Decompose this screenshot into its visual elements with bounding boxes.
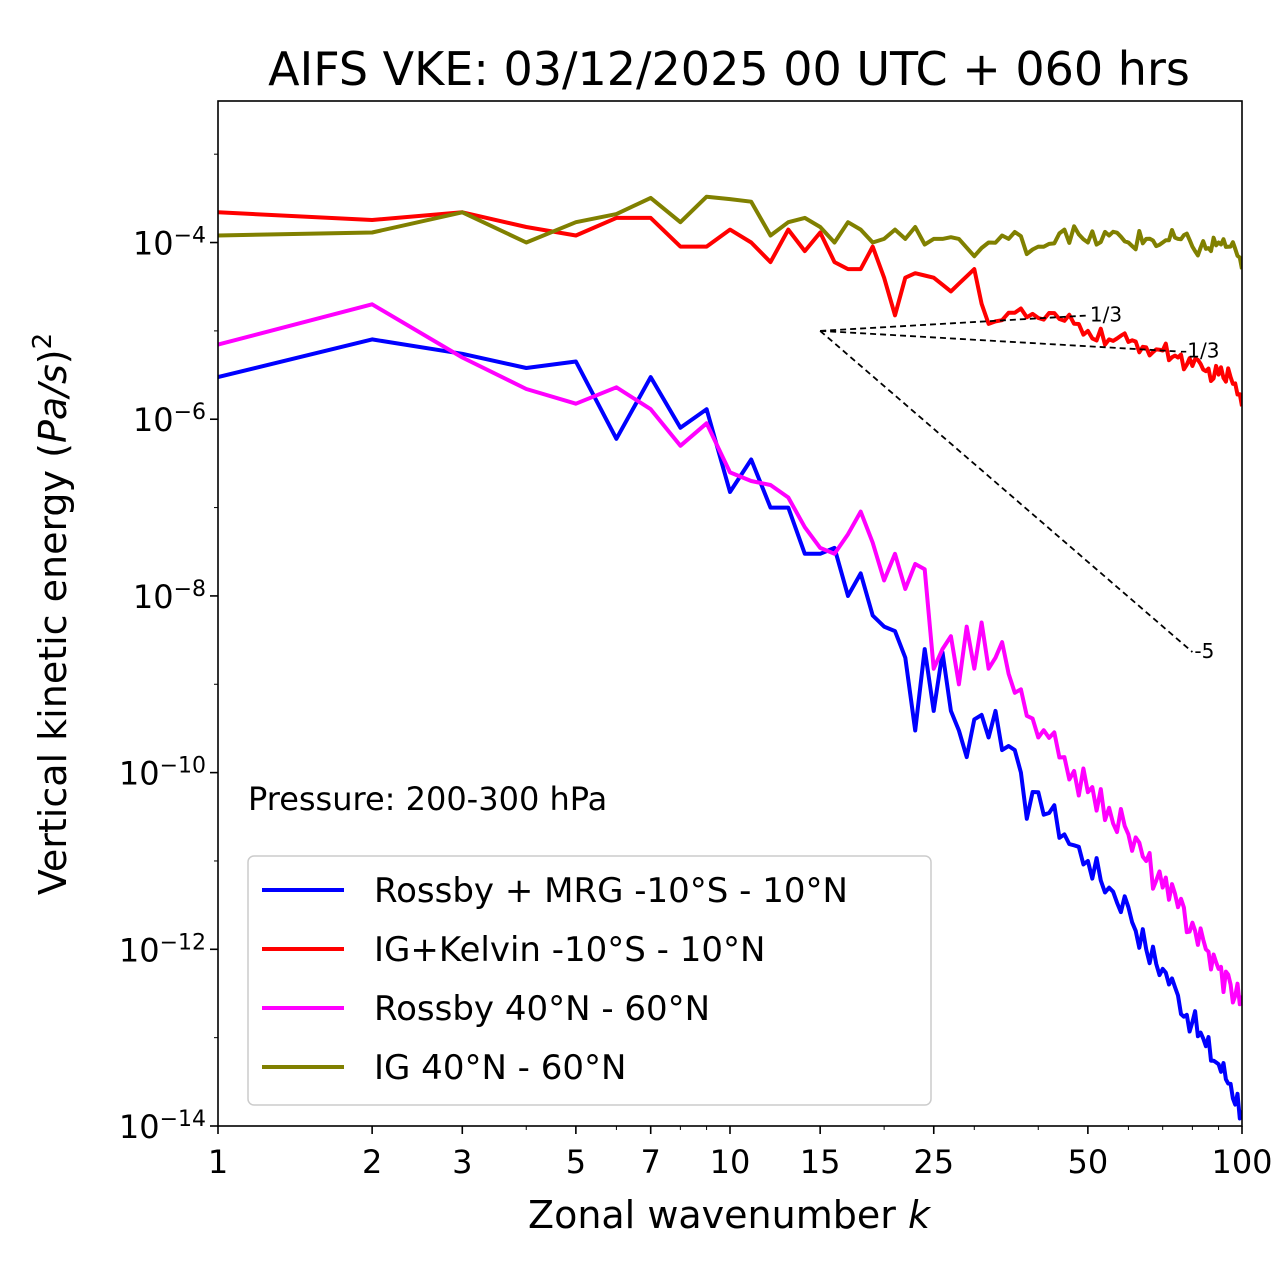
y-tick-label: 10−6	[133, 400, 206, 440]
reference-slope-label: -5	[1194, 639, 1214, 663]
x-axis: 1 2 3 5 7 10 15 25 50 100	[208, 1126, 1273, 1181]
x-axis-label: Zonal wavenumber k	[528, 1193, 932, 1237]
y-tick-label: 10−4	[133, 223, 206, 263]
series-layer	[218, 194, 1242, 1121]
legend-label: Rossby + MRG -10°S - 10°N	[374, 871, 848, 911]
legend-label: Rossby 40°N - 60°N	[374, 989, 710, 1029]
series-line	[218, 194, 1242, 270]
y-tick-label: 10−12	[119, 930, 206, 970]
y-axis: 10−14 10−12 10−10 10−8 10−6 10−4	[119, 153, 218, 1147]
legend: Rossby + MRG -10°S - 10°N IG+Kelvin -10°S…	[247, 855, 932, 1106]
x-tick-label: 3	[452, 1143, 472, 1181]
x-tick-label: 25	[913, 1143, 954, 1181]
reference-slope-label: -1/3	[1180, 338, 1219, 362]
y-tick-label: 10−8	[133, 576, 206, 616]
y-tick-label: 10−10	[119, 753, 206, 793]
legend-label: IG+Kelvin -10°S - 10°N	[374, 930, 765, 970]
x-tick-label: 10	[710, 1143, 751, 1181]
pressure-annotation: Pressure: 200-300 hPa	[248, 780, 607, 818]
y-tick-label: 10−14	[119, 1107, 206, 1147]
reference-slope-label: 1/3	[1090, 302, 1122, 326]
x-tick-label: 15	[800, 1143, 841, 1181]
x-tick-label: 2	[362, 1143, 382, 1181]
reference-slope-line	[820, 314, 1088, 332]
y-axis-label: Vertical kinetic energy (Pa/s)2	[28, 333, 75, 895]
reference-slope-line	[819, 330, 1193, 653]
chart-title: AIFS VKE: 03/12/2025 00 UTC + 060 hrs	[268, 42, 1190, 96]
x-tick-label: 100	[1211, 1143, 1272, 1181]
reference-slopes: 1/3 -1/3 -5	[819, 302, 1219, 663]
series-line	[218, 210, 1242, 407]
x-tick-label: 7	[641, 1143, 661, 1181]
x-tick-label: 1	[208, 1143, 228, 1181]
series-line	[218, 337, 1242, 1121]
x-tick-label: 5	[566, 1143, 586, 1181]
x-tick-label: 50	[1068, 1143, 1109, 1181]
legend-label: IG 40°N - 60°N	[374, 1048, 626, 1088]
series-line	[218, 302, 1242, 1007]
legend-box	[247, 855, 932, 1106]
